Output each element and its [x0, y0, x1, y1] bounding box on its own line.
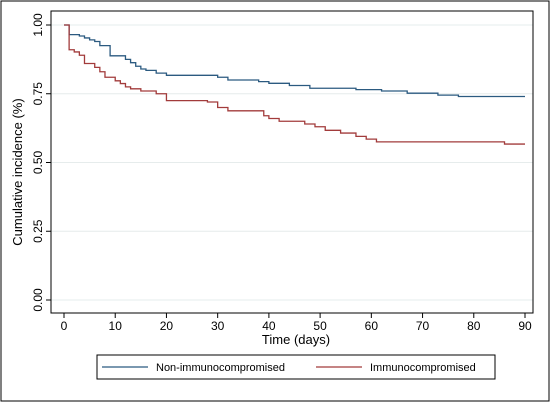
series-line-1 — [64, 24, 525, 145]
y-tick-label-0: 0.00 — [31, 288, 45, 312]
y-tick-label-3: 0.75 — [31, 82, 45, 106]
legend-label-0: Non-immunocompromised — [156, 362, 285, 374]
x-axis-label: Time (days) — [262, 332, 330, 347]
legend-label-1: Immunocompromised — [370, 362, 476, 374]
x-tick-label-0: 0 — [61, 319, 68, 333]
x-tick-label-2: 20 — [160, 319, 174, 333]
grid-layer — [51, 24, 533, 301]
legend: Non-immunocompromised Immunocompromised — [96, 354, 496, 380]
x-tick-label-1: 10 — [109, 319, 123, 333]
y-axis-label: Cumulative incidence (%) — [10, 98, 25, 245]
axes-layer: 0.00 0.25 0.50 0.75 1.00 0 10 20 30 40 50 60 70 80 90 — [31, 10, 534, 333]
y-tick-label-2: 0.50 — [31, 150, 45, 174]
y-tick-label-1: 0.25 — [31, 219, 45, 243]
series-layer — [64, 24, 525, 145]
x-tick-label-3: 30 — [211, 319, 225, 333]
x-tick-label-6: 60 — [365, 319, 379, 333]
x-tick-label-9: 90 — [518, 319, 532, 333]
legend-box — [96, 354, 496, 380]
x-tick-label-5: 50 — [313, 319, 327, 333]
x-tick-label-4: 40 — [262, 319, 276, 333]
x-tick-label-7: 70 — [416, 319, 430, 333]
series-line-0 — [64, 24, 525, 98]
y-tick-label-4: 1.00 — [31, 13, 45, 37]
x-tick-label-8: 80 — [467, 319, 481, 333]
